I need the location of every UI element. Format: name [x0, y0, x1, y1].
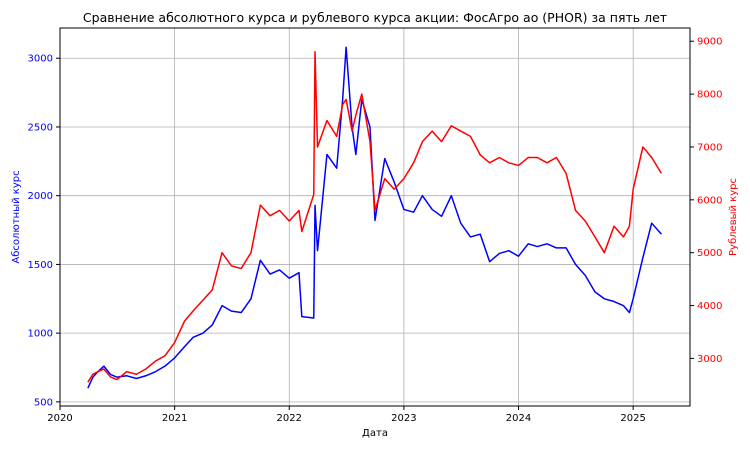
- chart-title: Сравнение абсолютного курса и рублевого …: [83, 10, 667, 25]
- x-tick-label: 2024: [506, 413, 531, 424]
- y-tick-label-right: 3000: [697, 354, 722, 365]
- series-group: [87, 46, 663, 389]
- ticks: 2020 2021 2022 2023 2024 2025 500 1000 1500 2000 2…: [28, 37, 723, 424]
- x-tick-label: 2025: [620, 413, 645, 424]
- y-tick-label-right: 8000: [697, 90, 722, 101]
- x-tick-label: 2023: [391, 413, 416, 424]
- y-axis-label-left: Абсолютный курс: [11, 170, 22, 263]
- x-tick-label: 2021: [162, 413, 187, 424]
- series-line-absolute: [87, 46, 662, 389]
- x-axis-label: Дата: [362, 428, 388, 439]
- y-tick-label-right: 9000: [697, 37, 722, 48]
- y-tick-label-left: 2000: [28, 191, 53, 202]
- y-tick-label-left: 2500: [28, 122, 53, 133]
- series-line-ruble: [87, 51, 663, 383]
- x-tick-label: 2022: [277, 413, 302, 424]
- y-tick-label-left: 3000: [28, 54, 53, 65]
- y-tick-label-right: 6000: [697, 195, 722, 206]
- plot-frame: [59, 27, 691, 407]
- y-axis-label-right: Рублевый курс: [728, 178, 739, 256]
- y-tick-label-left: 1000: [28, 329, 53, 340]
- y-tick-label-right: 5000: [697, 248, 722, 259]
- y-tick-label-right: 7000: [697, 142, 722, 153]
- grid: [59, 28, 690, 406]
- y-tick-label-left: 500: [34, 397, 53, 408]
- y-tick-label-right: 4000: [697, 301, 722, 312]
- x-tick-label: 2020: [47, 413, 72, 424]
- y-tick-label-left: 1500: [28, 260, 53, 271]
